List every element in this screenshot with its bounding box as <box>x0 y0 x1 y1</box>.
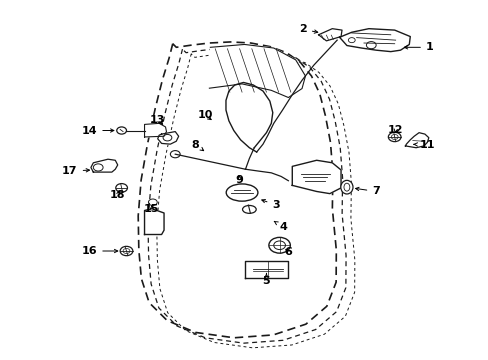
Text: 14: 14 <box>81 126 114 135</box>
Text: 12: 12 <box>387 125 403 135</box>
Ellipse shape <box>340 180 352 194</box>
Text: 1: 1 <box>404 42 433 52</box>
Text: 5: 5 <box>262 273 270 286</box>
Ellipse shape <box>242 206 256 213</box>
Text: 6: 6 <box>284 247 292 257</box>
Polygon shape <box>318 29 341 41</box>
Ellipse shape <box>226 184 257 201</box>
Text: 16: 16 <box>81 246 118 256</box>
Ellipse shape <box>343 183 349 191</box>
Text: 4: 4 <box>274 221 287 232</box>
Polygon shape <box>245 261 288 278</box>
Polygon shape <box>144 209 163 234</box>
Circle shape <box>268 237 290 253</box>
Polygon shape <box>209 44 305 98</box>
Polygon shape <box>91 159 118 172</box>
Text: 18: 18 <box>110 190 125 200</box>
Text: 13: 13 <box>150 115 165 125</box>
Text: 9: 9 <box>235 175 243 185</box>
Polygon shape <box>339 29 409 51</box>
Circle shape <box>117 127 126 134</box>
Text: 8: 8 <box>191 140 203 151</box>
Circle shape <box>116 184 127 192</box>
Polygon shape <box>405 133 428 148</box>
Text: 7: 7 <box>355 186 379 197</box>
Text: 10: 10 <box>198 111 213 121</box>
Circle shape <box>120 246 133 256</box>
Polygon shape <box>144 123 166 137</box>
Text: 17: 17 <box>62 166 89 176</box>
Circle shape <box>387 132 400 141</box>
Text: 2: 2 <box>299 24 317 35</box>
Polygon shape <box>158 132 178 144</box>
Text: 11: 11 <box>413 140 434 150</box>
Polygon shape <box>292 160 340 194</box>
Text: 3: 3 <box>261 199 280 210</box>
Text: 15: 15 <box>144 204 159 215</box>
